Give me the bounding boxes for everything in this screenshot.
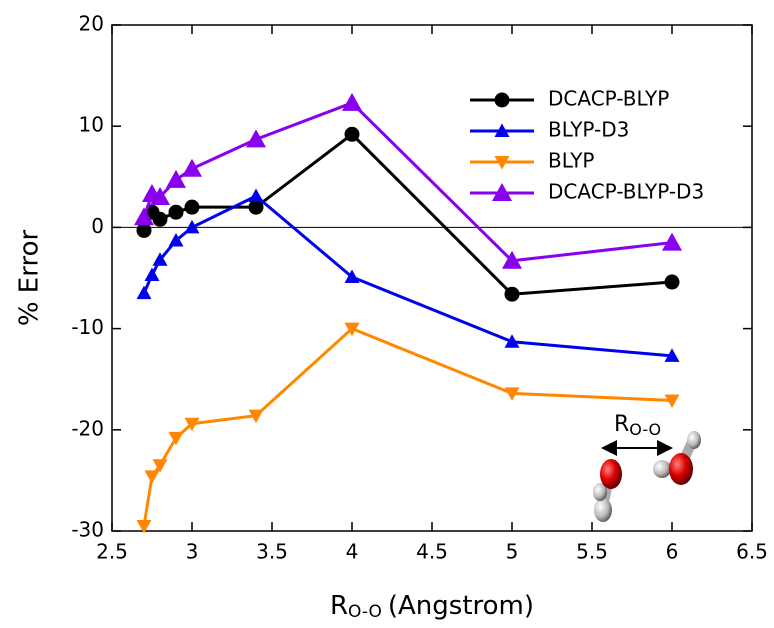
marker bbox=[152, 459, 168, 473]
x-tick-label: 2.5 bbox=[96, 540, 128, 564]
y-tick-label: -30 bbox=[71, 518, 104, 542]
marker bbox=[184, 417, 200, 432]
legend-marker bbox=[494, 123, 510, 137]
marker bbox=[152, 211, 168, 227]
y-tick-label: -10 bbox=[71, 315, 104, 339]
x-tick-label: 3.5 bbox=[256, 540, 288, 564]
marker bbox=[664, 348, 680, 362]
marker bbox=[662, 232, 682, 251]
series bbox=[142, 326, 673, 527]
marker bbox=[248, 409, 264, 424]
marker bbox=[342, 92, 362, 111]
marker bbox=[168, 431, 184, 446]
marker bbox=[144, 267, 160, 281]
marker bbox=[184, 219, 200, 234]
hydrogen-atom bbox=[653, 460, 671, 478]
marker bbox=[136, 285, 152, 300]
marker bbox=[144, 470, 160, 484]
x-tick-label: 4 bbox=[346, 540, 359, 564]
marker bbox=[664, 274, 680, 290]
marker bbox=[504, 334, 520, 348]
legend-label: DCACP-BLYP bbox=[548, 87, 669, 111]
legend-marker bbox=[492, 183, 512, 201]
marker bbox=[248, 188, 264, 203]
legend-marker bbox=[494, 156, 510, 170]
marker bbox=[502, 250, 522, 269]
annotation-symbol: R bbox=[614, 412, 629, 437]
annotation-subscript: O-O bbox=[629, 420, 661, 439]
x-tick-label: 5 bbox=[506, 540, 519, 564]
hydrogen-atom bbox=[687, 431, 701, 449]
marker bbox=[136, 222, 152, 238]
legend-marker bbox=[494, 92, 510, 108]
series-line bbox=[142, 194, 673, 358]
x-tick-label: 6.5 bbox=[736, 540, 768, 564]
marker bbox=[344, 269, 360, 283]
annotation: RO-O bbox=[614, 412, 661, 439]
marker bbox=[248, 199, 264, 215]
marker bbox=[152, 252, 168, 266]
marker bbox=[504, 286, 520, 302]
marker bbox=[182, 158, 202, 177]
x-tick-label: 6 bbox=[666, 540, 679, 564]
x-axis-label: RO-O (Angstrom) bbox=[330, 591, 534, 623]
hydrogen-atom bbox=[593, 483, 607, 501]
marker bbox=[184, 199, 200, 215]
marker bbox=[168, 233, 184, 247]
y-tick-label: 0 bbox=[91, 214, 104, 238]
marker bbox=[344, 322, 360, 337]
marker bbox=[134, 207, 154, 226]
marker bbox=[168, 204, 184, 220]
marker bbox=[166, 169, 186, 188]
marker bbox=[504, 387, 520, 401]
legend-label: BLYP-D3 bbox=[548, 118, 629, 142]
oxygen-atom bbox=[600, 459, 622, 489]
oxygen-atom bbox=[669, 453, 693, 485]
x-label-subscript: O-O bbox=[348, 602, 382, 622]
y-axis-label: % Error bbox=[15, 230, 45, 327]
legend-label: DCACP-BLYP-D3 bbox=[548, 180, 704, 204]
series-line bbox=[142, 326, 673, 527]
hydrogen-atom bbox=[594, 498, 612, 522]
molecule-inset: RO-O bbox=[593, 412, 701, 522]
x-tick-label: 3 bbox=[186, 540, 199, 564]
y-tick-label: 10 bbox=[79, 113, 104, 137]
x-tick-label: 4.5 bbox=[416, 540, 448, 564]
x-label-text: (Angstrom) bbox=[388, 591, 534, 621]
y-tick-label: 20 bbox=[79, 12, 104, 36]
marker bbox=[136, 519, 152, 534]
series bbox=[142, 194, 673, 358]
marker bbox=[246, 129, 266, 148]
y-tick-label: -20 bbox=[71, 416, 104, 440]
x-label-symbol: R bbox=[330, 591, 348, 621]
marker bbox=[344, 126, 360, 142]
marker bbox=[664, 394, 680, 408]
x-tick-label: 5.5 bbox=[576, 540, 608, 564]
legend-label: BLYP bbox=[548, 149, 594, 173]
marker bbox=[150, 187, 170, 206]
